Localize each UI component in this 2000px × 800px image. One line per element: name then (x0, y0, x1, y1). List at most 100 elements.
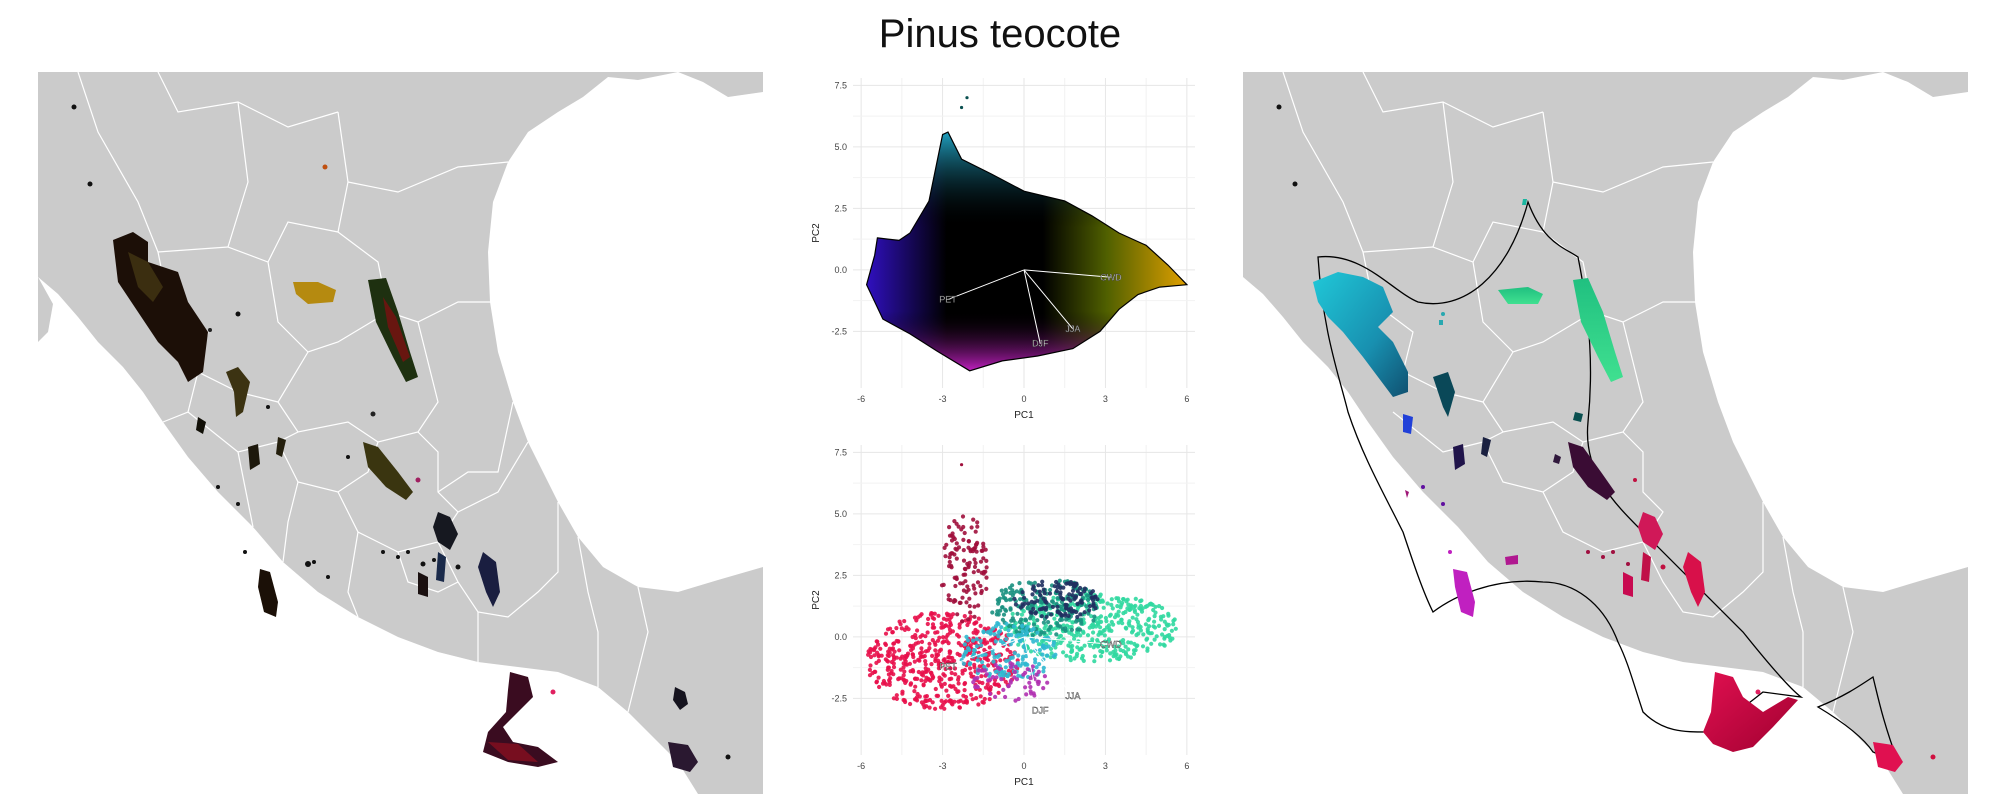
data-point (1003, 626, 1008, 632)
data-point (967, 596, 972, 601)
data-point (972, 614, 977, 619)
data-point (1051, 654, 1056, 659)
data-point (1109, 602, 1114, 607)
data-point (941, 635, 946, 640)
data-point (1171, 618, 1176, 623)
data-point (1052, 616, 1057, 621)
data-point (1152, 619, 1157, 624)
data-point (1004, 637, 1009, 642)
data-point (1032, 588, 1038, 593)
data-point (947, 699, 952, 704)
data-point (923, 678, 928, 684)
data-point (962, 652, 967, 657)
data-point (1044, 614, 1049, 619)
data-point (909, 648, 914, 653)
data-point (999, 625, 1004, 630)
data-point (971, 570, 976, 575)
data-point (1132, 608, 1137, 613)
loading-arrow (1023, 636, 1074, 697)
data-point (957, 625, 962, 630)
data-point (996, 690, 1001, 695)
data-point (957, 705, 962, 710)
data-point (1090, 595, 1095, 600)
data-point (1074, 633, 1079, 638)
data-point (1105, 601, 1110, 606)
data-point (953, 583, 958, 589)
data-point (930, 622, 936, 627)
data-point (1154, 634, 1159, 639)
data-point (944, 688, 949, 693)
data-point (1134, 632, 1139, 638)
data-point (894, 626, 899, 631)
data-point (923, 659, 928, 664)
data-point (1143, 622, 1148, 627)
data-point (987, 687, 992, 692)
data-point (1024, 654, 1029, 659)
data-point (962, 530, 967, 536)
data-point (964, 589, 969, 594)
data-point (962, 681, 968, 686)
data-point (1138, 628, 1143, 633)
data-point (1035, 598, 1040, 603)
data-point (964, 600, 969, 605)
data-point (874, 639, 879, 644)
data-point (1039, 583, 1045, 588)
data-point (919, 672, 924, 677)
data-point (963, 567, 968, 572)
data-point (1031, 639, 1036, 644)
data-point (979, 590, 984, 596)
data-point (1116, 609, 1121, 614)
data-point (965, 584, 970, 589)
data-point (1048, 587, 1053, 593)
data-point (985, 640, 990, 645)
data-point (1041, 643, 1046, 648)
data-point (886, 665, 891, 670)
data-point (983, 668, 988, 673)
data-point (1104, 644, 1109, 650)
data-point (968, 661, 973, 666)
data-point (1030, 592, 1035, 597)
data-point (883, 631, 889, 636)
data-point (912, 697, 918, 702)
data-point (956, 524, 961, 529)
data-point (1072, 636, 1077, 642)
pca-top-chart: PET CWD JJA DJF -6 -3 0 3 6 -2.5 0.0 2.5 5.0 7.5 PC1 P… (811, 78, 1195, 421)
data-point (1085, 633, 1091, 638)
data-point (972, 586, 977, 591)
y-tick-label: -2.5 (831, 326, 847, 336)
cluster-patch (1498, 287, 1543, 304)
data-point (1078, 585, 1083, 591)
data-point (1008, 590, 1013, 596)
data-point (997, 653, 1002, 658)
data-point (991, 659, 996, 664)
data-point (1014, 634, 1019, 639)
cluster-patch (1553, 454, 1561, 464)
land-mass-baja (38, 277, 53, 342)
cluster-patch (1573, 412, 1583, 422)
data-point (894, 655, 899, 660)
data-point (1133, 603, 1138, 608)
data-point (976, 568, 981, 573)
loading-arrow (947, 636, 1025, 667)
data-point (930, 615, 935, 620)
data-point (911, 669, 916, 674)
data-point (1001, 612, 1007, 617)
data-point (1119, 603, 1124, 608)
x-tick-label: -6 (857, 761, 865, 771)
data-point (937, 675, 942, 680)
data-point (987, 645, 992, 650)
data-point (885, 659, 891, 664)
data-point (872, 653, 877, 658)
data-point (1034, 665, 1039, 670)
x-tick-label: -3 (939, 394, 947, 404)
data-point (919, 639, 925, 644)
data-point (1064, 581, 1069, 586)
data-point (1068, 644, 1073, 649)
data-point (993, 639, 998, 644)
data-point (1005, 647, 1010, 652)
data-point (1149, 641, 1154, 646)
data-point (927, 641, 932, 646)
data-point (880, 681, 886, 686)
data-point (1037, 662, 1042, 667)
data-point (1024, 626, 1029, 632)
